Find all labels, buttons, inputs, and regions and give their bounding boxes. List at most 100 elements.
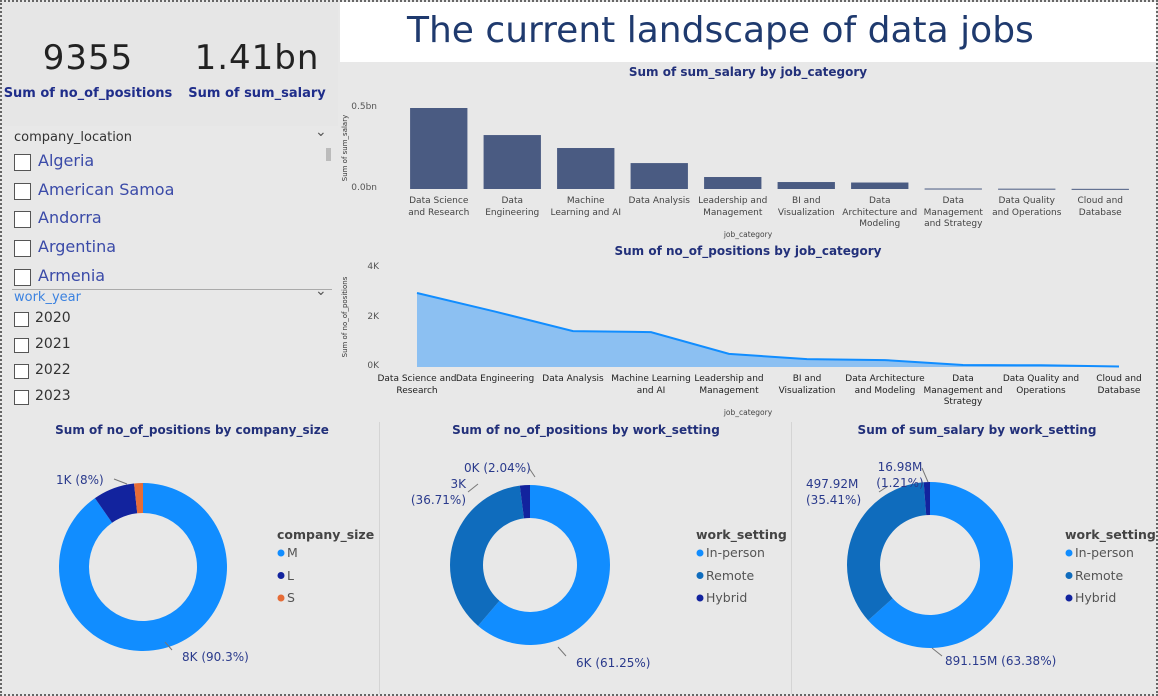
title-banner: [340, 2, 1156, 62]
dashboard-title: The current landscape of data jobs: [407, 10, 1034, 51]
data-label: 8K (90.3%): [182, 650, 249, 664]
x-tick-label: Data Management and Strategy: [923, 196, 983, 229]
x-tick-label: Machine Learning and AI: [550, 196, 622, 218]
legend-label[interactable]: Remote: [1075, 567, 1124, 583]
y-tick-label: 0.5bn: [351, 102, 377, 112]
checkbox[interactable]: [14, 390, 29, 405]
donut-segment: [847, 482, 927, 621]
x-tick-label: Data Engineering: [455, 374, 535, 384]
legend-marker: [277, 572, 285, 579]
checkbox[interactable]: [14, 182, 31, 200]
bar: [998, 188, 1056, 190]
leader-line: [931, 647, 943, 657]
leader-line: [164, 641, 173, 651]
x-axis-title: job_category: [723, 408, 773, 417]
x-tick-label: Data Quality and Operations: [992, 196, 1062, 218]
x-tick-label: Cloud and Database: [1077, 196, 1123, 218]
y-axis-title: Sum of sum_salary: [341, 114, 349, 181]
x-tick-label: Cloud and Database: [1096, 374, 1142, 396]
legend-title: company_size: [277, 527, 375, 542]
legend-label[interactable]: Hybrid: [706, 590, 748, 605]
y-tick-label: 2K: [367, 311, 379, 322]
bar: [1071, 188, 1129, 190]
legend-label[interactable]: L: [287, 567, 294, 583]
chart-title: Sum of sum_salary by work_setting: [857, 423, 1097, 437]
checkbox[interactable]: [14, 338, 29, 353]
slicer-option[interactable]: Andorra: [38, 208, 102, 228]
slicer-option[interactable]: American Samoa: [38, 179, 175, 199]
panel-divider: [791, 422, 792, 694]
legend-label[interactable]: Remote: [706, 567, 755, 583]
slicer-chevron[interactable]: ⌄: [315, 283, 327, 299]
data-label: 1K (8%): [56, 473, 104, 487]
checkbox[interactable]: [14, 211, 31, 229]
slicer-title: company_location: [14, 130, 132, 145]
slicer-title: work_year: [14, 290, 81, 305]
chart-title: Sum of sum_salary by job_category: [628, 65, 868, 79]
legend-label[interactable]: M: [287, 545, 298, 560]
kpi-value: 9355: [42, 38, 134, 78]
slicer-chevron[interactable]: ⌄: [315, 124, 327, 140]
legend-label[interactable]: In-person: [706, 545, 765, 560]
leader-line: [113, 478, 128, 485]
slicer-option[interactable]: Armenia: [38, 265, 106, 283]
slicer-divider: [12, 289, 332, 290]
donut-segment: [519, 485, 530, 519]
donut-segment: [134, 483, 143, 514]
legend-label[interactable]: Hybrid: [1075, 590, 1117, 605]
x-tick-label: Machine Learning and AI: [611, 374, 691, 396]
donut-segment: [94, 483, 138, 523]
slicer-option[interactable]: Algeria: [38, 151, 95, 170]
legend-label[interactable]: In-person: [1075, 545, 1134, 560]
slicer-option[interactable]: Argentina: [38, 237, 117, 257]
x-tick-label: Data Quality and Operations: [1002, 374, 1080, 396]
data-label: 0K (2.04%): [464, 461, 531, 475]
kpi-label: Sum of no_of_positions: [3, 86, 173, 101]
slicer-option[interactable]: 2022: [35, 362, 71, 378]
kpi-label: Sum of sum_salary: [188, 86, 326, 101]
x-tick-label: Data Engineering: [485, 196, 540, 218]
legend-title: work_setting: [696, 527, 787, 542]
data-label: 6K (61.25%): [576, 656, 651, 670]
data-label: 3K (36.71%): [410, 477, 466, 507]
legend-marker: [277, 594, 285, 602]
x-tick-label: Data Architecture and Modeling: [845, 374, 925, 396]
slicer-option[interactable]: 2023: [35, 388, 71, 404]
slicer-option[interactable]: 2020: [35, 310, 71, 326]
leader-line: [921, 467, 929, 483]
legend-marker: [696, 549, 704, 557]
leader-line: [557, 646, 567, 657]
x-tick-label: Data Science and Research: [377, 374, 457, 396]
x-tick-label: Data Architecture and Modeling: [842, 196, 918, 229]
slicer-option[interactable]: 2021: [35, 336, 71, 352]
legend-marker: [277, 549, 285, 557]
donut-segment: [478, 485, 610, 645]
checkbox[interactable]: [14, 364, 29, 379]
legend-label[interactable]: S: [287, 590, 295, 605]
line: [416, 292, 1120, 368]
kpi-card-bg: [2, 2, 338, 126]
legend-marker: [1065, 572, 1073, 579]
bar: [410, 108, 468, 189]
chart-title: Sum of no_of_positions by job_category: [614, 244, 882, 258]
x-tick-label: Leadership and Management: [694, 374, 764, 396]
checkbox[interactable]: [14, 154, 31, 171]
y-tick-label: 0K: [367, 361, 379, 371]
donut-segment: [868, 482, 1014, 649]
y-tick-label: 4K: [367, 262, 379, 272]
x-tick-label: Leadership and Management: [698, 196, 768, 218]
x-tick-label: Data Science and Research: [408, 196, 470, 218]
donut-segment: [449, 485, 524, 626]
checkbox[interactable]: [14, 268, 31, 286]
legend-marker: [696, 572, 704, 579]
checkbox[interactable]: [14, 240, 31, 258]
x-tick-label: BI and Visualization: [777, 196, 835, 218]
x-tick-label: Data Management and Strategy: [923, 374, 1003, 407]
x-tick-label: Data Analysis: [542, 374, 604, 384]
bar: [483, 135, 541, 189]
checkbox[interactable]: [14, 312, 29, 327]
x-tick-label: Data Analysis: [628, 196, 690, 206]
scrollbar[interactable]: [326, 148, 331, 161]
